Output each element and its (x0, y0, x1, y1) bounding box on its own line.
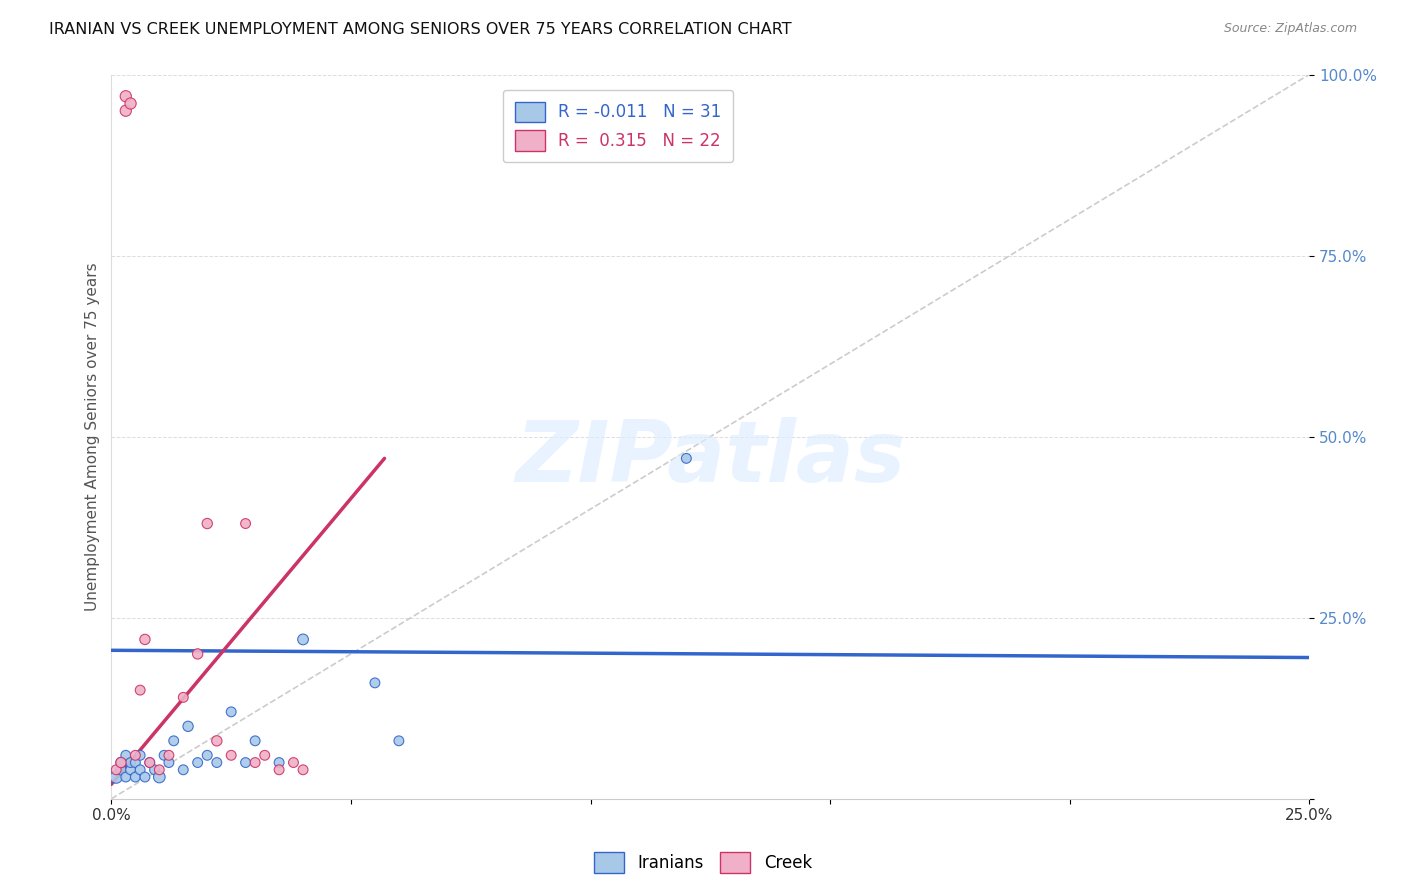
Point (148, 763, 170, 777)
Point (172, 763, 194, 777)
Point (153, 748, 176, 763)
Legend: Iranians, Creek: Iranians, Creek (588, 846, 818, 880)
Point (243, 734, 266, 748)
Point (114, 103, 136, 118)
Text: Source: ZipAtlas.com: Source: ZipAtlas.com (1223, 22, 1357, 36)
Point (120, 756, 142, 770)
Point (388, 734, 411, 748)
Point (292, 632, 315, 647)
Point (187, 756, 209, 770)
Point (110, 756, 132, 770)
Point (105, 770, 128, 784)
Point (195, 516, 218, 531)
Point (120, 96, 142, 111)
Point (172, 690, 194, 705)
Point (235, 516, 257, 531)
Point (105, 763, 128, 777)
Point (139, 756, 162, 770)
Point (124, 748, 146, 763)
Point (129, 763, 152, 777)
Point (219, 705, 242, 719)
Text: ZIPatlas: ZIPatlas (515, 417, 905, 500)
Text: IRANIAN VS CREEK UNEMPLOYMENT AMONG SENIORS OVER 75 YEARS CORRELATION CHART: IRANIAN VS CREEK UNEMPLOYMENT AMONG SENI… (49, 22, 792, 37)
Point (129, 683, 152, 698)
Point (292, 763, 315, 777)
Point (364, 676, 387, 690)
Point (187, 647, 209, 661)
Point (243, 756, 266, 770)
Point (139, 756, 162, 770)
Point (205, 756, 228, 770)
Point (269, 763, 291, 777)
Point (163, 734, 186, 748)
Point (134, 632, 156, 647)
Point (157, 756, 180, 770)
Point (253, 748, 276, 763)
Point (177, 719, 200, 733)
Point (219, 748, 242, 763)
Point (114, 89, 136, 103)
Point (675, 451, 697, 466)
Point (124, 756, 146, 770)
Legend: R = -0.011   N = 31, R =  0.315   N = 22: R = -0.011 N = 31, R = 0.315 N = 22 (503, 90, 733, 162)
Point (110, 763, 132, 777)
Point (195, 748, 218, 763)
Point (205, 734, 228, 748)
Point (124, 770, 146, 784)
Point (143, 763, 166, 777)
Point (235, 756, 257, 770)
Point (148, 770, 170, 784)
Point (269, 756, 291, 770)
Point (157, 748, 180, 763)
Point (134, 770, 156, 784)
Point (283, 756, 305, 770)
Point (110, 756, 132, 770)
Point (120, 763, 142, 777)
Y-axis label: Unemployment Among Seniors over 75 years: Unemployment Among Seniors over 75 years (86, 262, 100, 611)
Point (114, 748, 136, 763)
Point (129, 748, 152, 763)
Point (114, 770, 136, 784)
